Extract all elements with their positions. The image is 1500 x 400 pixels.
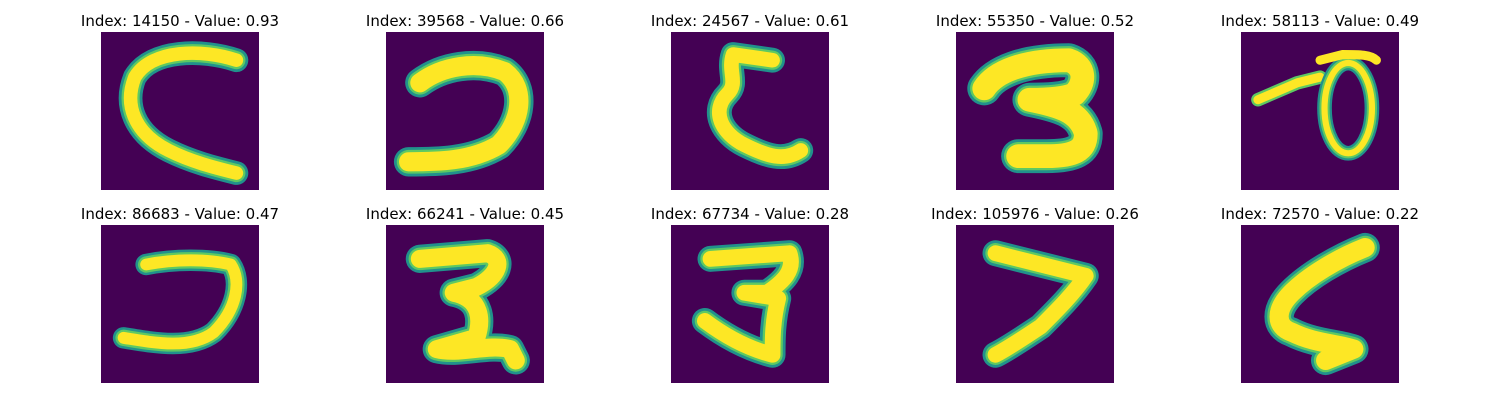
digit-image: [671, 225, 829, 383]
panel-title: Index: 72570 - Value: 0.22: [1220, 205, 1420, 223]
digit-image: [386, 225, 544, 383]
digit-image: [101, 225, 259, 383]
panel-title: Index: 24567 - Value: 0.61: [650, 12, 850, 30]
digit-image: [1241, 32, 1399, 190]
digit-image: [956, 32, 1114, 190]
panel-title: Index: 39568 - Value: 0.66: [365, 12, 565, 30]
panel-title: Index: 67734 - Value: 0.28: [650, 205, 850, 223]
panel-title: Index: 58113 - Value: 0.49: [1220, 12, 1420, 30]
digit-image: [671, 32, 829, 190]
digit-image: [956, 225, 1114, 383]
digit-image: [386, 32, 544, 190]
panel-title: Index: 55350 - Value: 0.52: [935, 12, 1135, 30]
digit-image: [1241, 225, 1399, 383]
panel-title: Index: 86683 - Value: 0.47: [80, 205, 280, 223]
panel-title: Index: 105976 - Value: 0.26: [931, 205, 1139, 223]
panel-title: Index: 14150 - Value: 0.93: [80, 12, 280, 30]
panel-title: Index: 66241 - Value: 0.45: [365, 205, 565, 223]
digit-image: [101, 32, 259, 190]
